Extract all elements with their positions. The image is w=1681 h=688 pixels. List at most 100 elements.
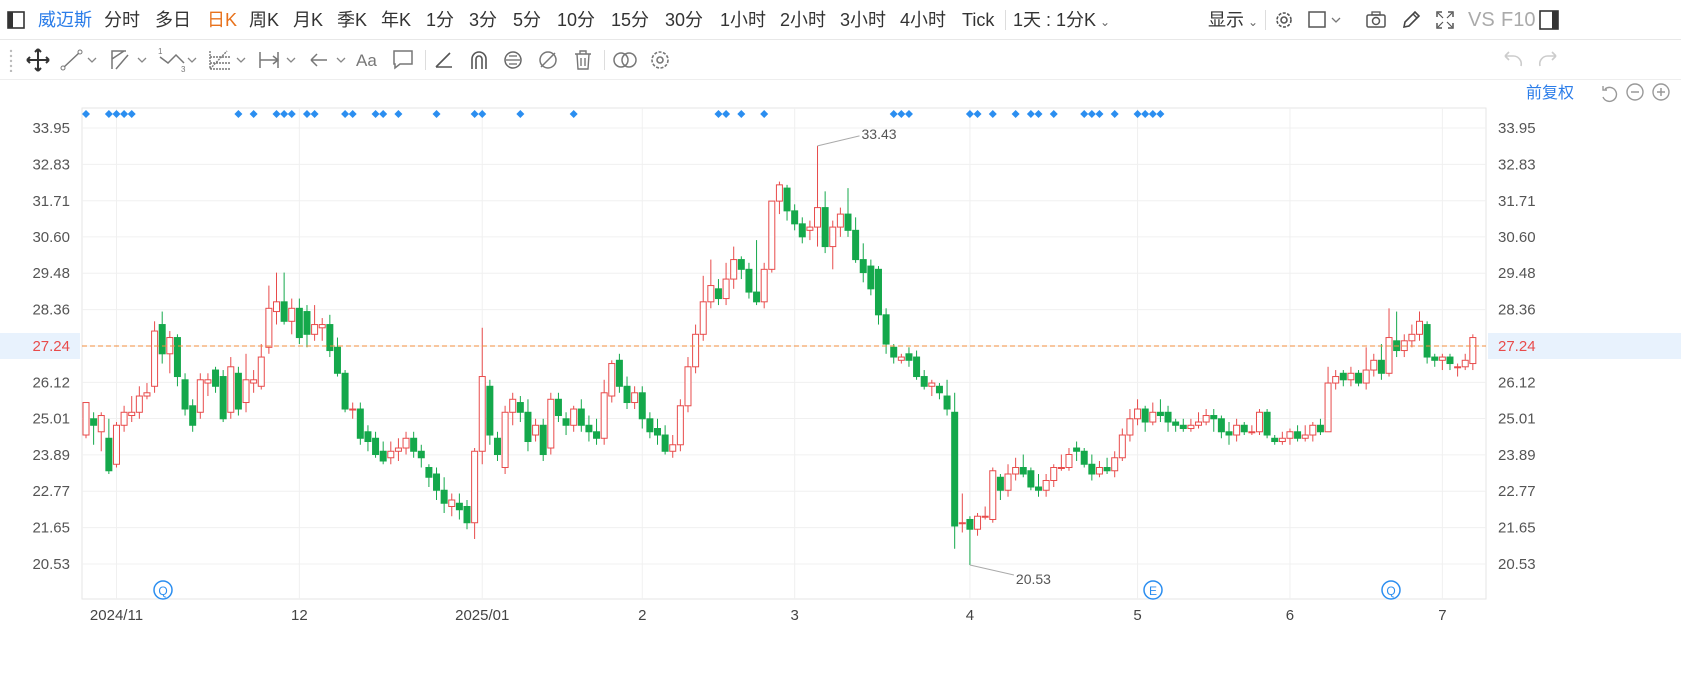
event-marker (280, 110, 289, 118)
candle-body (128, 411, 136, 417)
candle-body (913, 356, 921, 378)
candle-body (356, 408, 364, 439)
event-marker (1156, 110, 1165, 118)
current-price-badge-right (1488, 333, 1681, 359)
undo-icon[interactable] (1500, 47, 1526, 73)
period-tab[interactable]: 月K (293, 10, 324, 30)
settings-gear-icon[interactable] (1273, 9, 1295, 31)
candle-body (1172, 421, 1180, 426)
zoom-in-icon[interactable] (1652, 83, 1670, 101)
candle-body (554, 398, 562, 417)
period-tab[interactable]: 15分 (611, 10, 650, 30)
period-tab[interactable]: 年K (381, 10, 412, 30)
period-tab-active[interactable]: 日K (207, 10, 238, 30)
redo-icon[interactable] (1535, 47, 1561, 73)
right-panel-toggle-icon[interactable] (1538, 9, 1560, 31)
f10-button[interactable]: F10 (1501, 9, 1536, 31)
event-marker (379, 110, 388, 118)
candle-body (501, 411, 509, 469)
channel-tool-icon[interactable] (108, 47, 150, 73)
hide-drawings-icon[interactable] (535, 47, 561, 73)
price-tick-label-left: 23.89 (32, 447, 70, 464)
candle-body (364, 431, 372, 443)
price-tick-label-right: 25.01 (1498, 410, 1536, 427)
candle-body (448, 499, 456, 507)
candle-body (646, 418, 654, 433)
period-tab[interactable]: 多日 (155, 10, 191, 30)
drag-handle-icon[interactable] (8, 48, 14, 73)
candle-body (1080, 450, 1088, 465)
period-tab[interactable]: 3分 (469, 10, 498, 30)
candle-body (280, 301, 288, 322)
lock-drawings-icon[interactable] (500, 47, 526, 73)
draw-settings-gear-icon[interactable] (647, 47, 673, 73)
fib-tool-icon[interactable] (207, 47, 249, 73)
period-tab[interactable]: 1小时 (720, 10, 767, 30)
candle-body (874, 268, 882, 316)
candle-body (234, 372, 242, 410)
candle-body (1103, 467, 1111, 472)
adjust-mode-label[interactable]: 前复权 (1526, 84, 1574, 102)
period-tab[interactable]: 季K (337, 10, 368, 30)
candle-body (1461, 359, 1469, 368)
combo-period-select[interactable]: 1天 : 1分K ⌄ (1013, 0, 1110, 40)
candle-body (227, 366, 235, 413)
candlestick-chart[interactable]: 33.95 33.95 32.83 32.83 31.71 31.71 30.60 30.60… (0, 80, 1681, 688)
overlay-compare-icon[interactable] (611, 47, 639, 73)
pencil-icon[interactable] (1400, 9, 1422, 31)
price-tick-label-right: 20.53 (1498, 556, 1536, 573)
fullscreen-icon[interactable] (1434, 9, 1456, 31)
period-tab[interactable]: 30分 (665, 10, 704, 30)
text-tool-icon[interactable]: Aa (354, 47, 382, 73)
price-tick-label-left: 29.48 (32, 265, 70, 282)
candle-body (1271, 437, 1279, 443)
candle-body (1301, 434, 1309, 439)
candle-body (1446, 356, 1454, 365)
period-tab[interactable]: 3小时 (840, 10, 887, 30)
reset-zoom-icon[interactable] (1602, 86, 1618, 103)
stock-name[interactable]: 威迈斯 (38, 10, 92, 30)
candle-body (135, 395, 143, 413)
zoom-out-icon[interactable] (1626, 83, 1644, 101)
candle-body (966, 518, 974, 530)
period-tab[interactable]: Tick (962, 10, 995, 30)
layout-select-icon[interactable] (1307, 9, 1345, 31)
event-marker (120, 110, 129, 118)
period-tab[interactable]: 2小时 (780, 10, 827, 30)
period-tab[interactable]: 4小时 (900, 10, 947, 30)
candle-body (897, 356, 905, 361)
period-tab[interactable]: 周K (249, 10, 280, 30)
max-price-label: 33.43 (862, 126, 897, 142)
candle-body (821, 207, 829, 248)
candle-body (372, 437, 380, 456)
arrow-tool-icon[interactable] (307, 47, 349, 73)
price-tick-label-left: 22.77 (32, 483, 70, 500)
price-tick-label-right: 21.65 (1498, 520, 1536, 537)
sidebar-toggle-icon[interactable] (6, 10, 26, 30)
toolbar-divider (1005, 10, 1006, 30)
candle-body (288, 307, 296, 322)
candle-body (1210, 415, 1218, 420)
magnet-icon[interactable] (466, 47, 492, 73)
line-tool-icon[interactable] (60, 47, 100, 73)
candle-body (608, 363, 616, 397)
candle-body (257, 356, 265, 387)
price-tick-label-right: 31.71 (1498, 193, 1536, 210)
period-tab[interactable]: 10分 (557, 10, 596, 30)
candle-body (1454, 366, 1462, 369)
candle-body (90, 418, 98, 426)
comment-tool-icon[interactable] (390, 47, 416, 73)
period-tab[interactable]: 1分 (426, 10, 455, 30)
event-marker (82, 110, 90, 118)
angle-tool-icon[interactable] (432, 47, 458, 73)
period-tab[interactable]: 分时 (104, 10, 140, 30)
display-menu[interactable]: 显示 ⌄ (1208, 0, 1258, 40)
measure-tool-icon[interactable] (257, 47, 299, 73)
camera-icon[interactable] (1365, 9, 1387, 31)
move-cursor-icon[interactable] (25, 47, 51, 73)
compare-button[interactable]: VS (1468, 9, 1495, 31)
candle-body (349, 408, 357, 411)
trash-icon[interactable] (570, 47, 596, 73)
period-tab[interactable]: 5分 (513, 10, 542, 30)
